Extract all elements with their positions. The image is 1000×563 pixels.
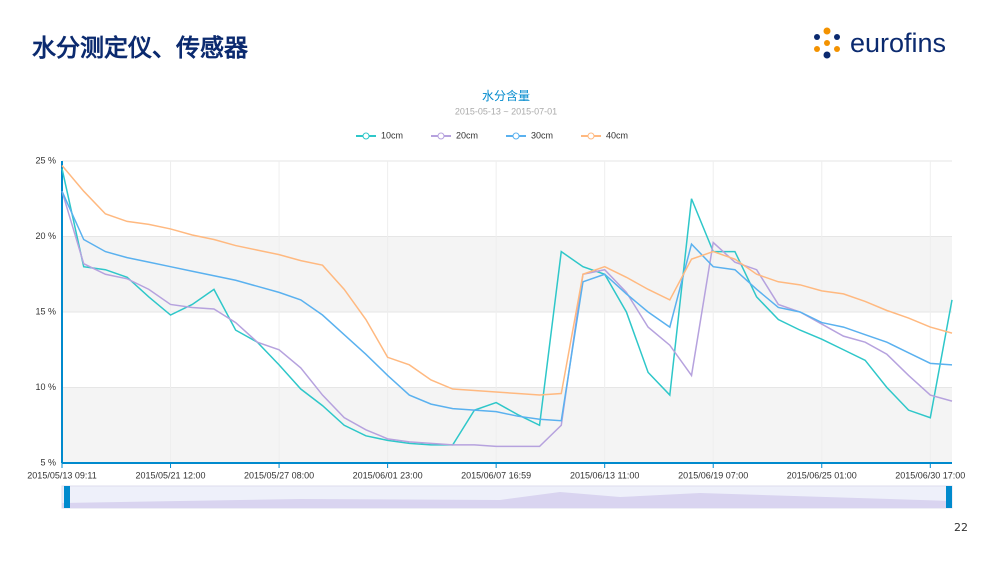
legend-marker: [587, 132, 595, 140]
zoom-handle[interactable]: [64, 486, 70, 508]
zoom-handle[interactable]: [946, 486, 952, 508]
grid-band: [62, 387, 952, 463]
x-tick-label: 2015/06/25 01:00: [787, 470, 857, 480]
x-tick-label: 2015/06/13 11:00: [570, 470, 639, 480]
y-tick-label: 20 %: [35, 231, 56, 241]
legend-label: 10cm: [381, 130, 403, 140]
y-tick-label: 10 %: [35, 382, 56, 392]
logo-icon: [814, 27, 840, 59]
legend-marker: [362, 132, 370, 140]
x-tick-label: 2015/05/21 12:00: [135, 470, 205, 480]
y-tick-label: 5 %: [40, 457, 56, 467]
logo: eurofins: [810, 26, 946, 60]
series-line: [61, 190, 953, 422]
x-tick-label: 2015/06/01 23:00: [353, 470, 423, 480]
page-number: 22: [954, 521, 968, 534]
x-tick-label: 2015/05/27 08:00: [244, 470, 314, 480]
legend-marker: [512, 132, 520, 140]
zoom-preview: [62, 492, 952, 508]
legend-label: 20cm: [456, 130, 478, 140]
legend-label: 40cm: [606, 130, 628, 140]
series-line: [61, 165, 953, 396]
chart-title: 水分含量: [482, 88, 530, 103]
x-tick-label: 2015/06/07 16:59: [461, 470, 531, 480]
logo-text: eurofins: [850, 27, 947, 58]
chart-subtitle: 2015-05-13 ~ 2015-07-01: [455, 106, 557, 116]
legend-label: 30cm: [531, 130, 553, 140]
x-tick-label: 2015/05/13 09:11: [27, 470, 96, 480]
y-tick-label: 25 %: [35, 155, 56, 165]
slide-title: 水分测定仪、传感器: [32, 34, 248, 62]
grid-band: [62, 236, 952, 312]
y-tick-label: 15 %: [35, 306, 56, 316]
legend-marker: [437, 132, 445, 140]
series-line: [61, 168, 953, 446]
x-tick-label: 2015/06/30 17:00: [895, 470, 965, 480]
x-tick-label: 2015/06/19 07:00: [678, 470, 748, 480]
